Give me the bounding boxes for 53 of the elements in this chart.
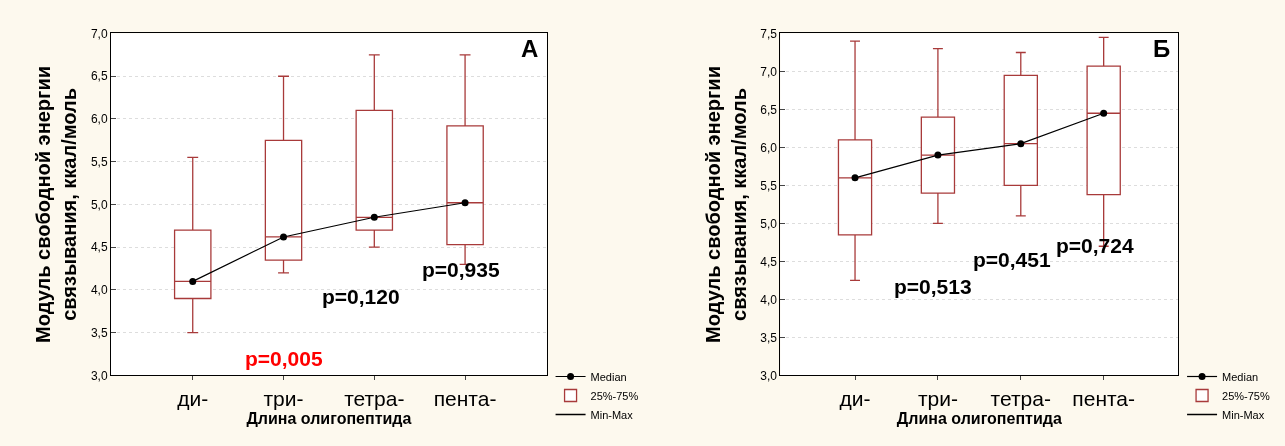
x-tick-label: три-	[263, 386, 304, 410]
y-tick-label: 3,5	[90, 325, 108, 340]
y-tick-label: 6,0	[90, 112, 108, 127]
annotation: p=0,935	[422, 258, 500, 281]
y-tick-label: 3,5	[760, 330, 778, 345]
chart-title: Б	[1153, 35, 1171, 62]
legend-label: Median	[590, 370, 627, 383]
point	[1017, 140, 1025, 148]
y-tick-label: 5,0	[90, 197, 108, 212]
point	[370, 213, 378, 221]
y-tick-label: 3,0	[760, 368, 778, 383]
y-tick-label: 4,0	[90, 283, 108, 298]
x-tick-label: ди-	[839, 386, 871, 410]
y-tick-label: 4,5	[760, 254, 778, 269]
y-tick-label: 7,5	[760, 26, 778, 41]
y-tick-label: 5,5	[760, 178, 778, 193]
x-axis-title: Длина олигопептида	[896, 409, 1062, 427]
y-tick-label: 6,0	[760, 140, 778, 155]
legend-label: 25%-75%	[590, 389, 639, 402]
legend-label: 25%-75%	[1222, 389, 1270, 402]
x-tick-label: тетра-	[990, 386, 1051, 410]
y-tick-label: 5,5	[90, 154, 108, 169]
y-tick-label: 5,0	[760, 216, 778, 231]
x-tick-label: пента-	[1072, 386, 1136, 410]
y-tick-label: 3,0	[90, 368, 108, 383]
y-tick-label: 4,5	[90, 240, 108, 255]
text: Min-Max	[590, 408, 634, 421]
point	[461, 199, 469, 207]
x-tick-label: пента-	[433, 386, 497, 410]
annotation: p=0,120	[322, 285, 400, 308]
x-tick-label: ди-	[177, 386, 209, 410]
y-tick-label: 6,5	[90, 69, 108, 84]
y-tick-label: 7,0	[90, 26, 108, 41]
y-tick-label: 4,0	[760, 292, 778, 307]
x-tick-label: три-	[917, 386, 958, 410]
annotation: p=0,724	[1056, 234, 1134, 257]
annotation: p=0,451	[973, 248, 1051, 271]
y-axis-title: Модуль свободной энергии связывания, ккал/моль	[32, 66, 81, 343]
annotation: p=0,005	[245, 347, 323, 370]
point	[934, 151, 942, 159]
annotation: p=0,513	[894, 275, 972, 298]
x-tick-label: тетра-	[344, 386, 405, 410]
y-tick-label: 6,5	[760, 102, 778, 117]
point	[1100, 109, 1108, 117]
chart-title: А	[521, 35, 539, 62]
point	[280, 233, 288, 241]
point	[851, 174, 859, 182]
text: Min-Max	[1222, 408, 1265, 421]
y-axis-title: Модуль свободной энергии связывания, ккал/моль	[701, 66, 750, 343]
legend-label: Median	[1222, 370, 1259, 383]
point	[189, 277, 197, 285]
y-tick-label: 7,0	[760, 64, 778, 79]
x-axis-title: Длина олигопептида	[246, 409, 412, 427]
